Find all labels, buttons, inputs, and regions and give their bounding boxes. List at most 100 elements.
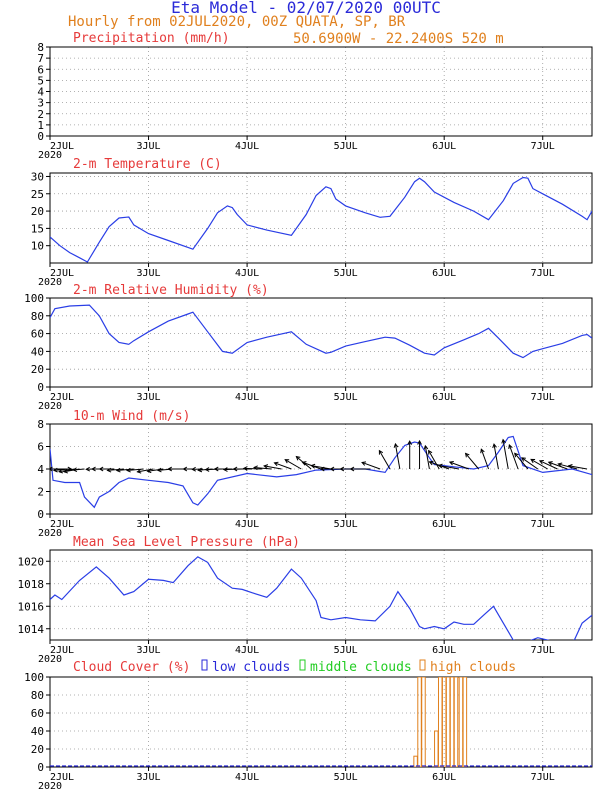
wind-vector-head: [349, 466, 355, 472]
wind-vector: [424, 445, 430, 470]
wind-ytick-label: 4: [37, 463, 44, 476]
pressure-frame: [49, 549, 593, 641]
cloud-xtick-label: 7JUL: [531, 772, 555, 783]
wind-vector: [116, 468, 134, 471]
pressure-xtick-label: 2JUL: [50, 645, 74, 656]
cloud-xtick-label: 6JUL: [432, 772, 456, 783]
cloud-frame: [49, 676, 593, 768]
wind-vector: [311, 465, 331, 470]
wind-vector-head: [136, 468, 142, 474]
wind-vector: [274, 462, 292, 470]
wind-vector: [378, 450, 391, 470]
wind-vector: [521, 457, 539, 470]
temperature-ytick-label: 25: [31, 188, 44, 201]
precip-xtick-label: 6JUL: [432, 141, 456, 152]
pressure-xtick-label: 7JUL: [531, 645, 555, 656]
wind-vector: [530, 459, 548, 470]
wind-vector-head: [91, 466, 96, 472]
wind-xtick-label: 2JUL: [50, 519, 74, 530]
wind-vector-head: [428, 460, 434, 466]
wind-vector-head: [62, 468, 68, 474]
pressure-year-label: 2020: [38, 654, 62, 665]
temperature-panel: 10 15 20 25 30 2JUL 3JUL 4JUL 5JUL 6JUL 7JUL 2020 2-…: [31, 157, 593, 288]
wind-vector: [480, 449, 489, 470]
precip-ytick-label: 4: [37, 86, 44, 99]
wind-vector-head: [85, 466, 91, 472]
temperature-ytick-label: 20: [31, 205, 44, 218]
humidity-ytick-label: 60: [31, 328, 44, 341]
humidity-xtick-label: 5JUL: [334, 392, 358, 403]
cloud-xtick-label: 2JUL: [50, 772, 74, 783]
temperature-xtick-label: 7JUL: [531, 268, 555, 279]
wind-vector-head: [167, 466, 173, 472]
precip-ytick-label: 1: [37, 119, 44, 132]
pressure-ytick-label: 1020: [18, 555, 45, 568]
wind-vector-head: [378, 449, 384, 455]
wind-vector-head: [417, 439, 422, 445]
wind-vector-head: [361, 461, 367, 466]
cloud-bar: [413, 755, 418, 767]
wind-vector-head: [156, 467, 162, 473]
precip-ytick-label: 2: [37, 108, 44, 121]
cloud-xtick-label: 4JUL: [235, 772, 259, 783]
legend-swatch-high-clouds: [419, 659, 426, 671]
precip-title: Precipitation (mm/h): [73, 31, 230, 46]
wind-vector-head: [197, 467, 203, 473]
humidity-series: [50, 304, 592, 359]
precip-xtick-label: 2JUL: [50, 141, 74, 152]
cloud-year-label: 2020: [38, 781, 62, 792]
humidity-xtick-label: 7JUL: [531, 392, 555, 403]
wind-vector: [361, 461, 381, 470]
chart-subtitle: Hourly from 02JUL2020, 00Z QUATA, SP, BR: [68, 14, 406, 30]
temperature-ytick-label: 30: [31, 170, 44, 183]
precip-ytick-label: 7: [37, 52, 44, 65]
humidity-ytick-label: 0: [37, 381, 44, 394]
precip-xtick-label: 5JUL: [334, 141, 358, 152]
legend-label-low-clouds: low clouds: [212, 660, 290, 675]
temperature-xtick-label: 5JUL: [334, 268, 358, 279]
cloud-bar: [417, 677, 422, 767]
wind-vector: [438, 464, 460, 470]
wind-panel: 0 2 4 6 8 2JUL 3JUL 4JUL 5JUL 6JUL 7JUL 2020 10-m Wi…: [37, 409, 593, 539]
wind-vector-head: [125, 467, 131, 473]
wind-vector-head: [508, 443, 513, 449]
wind-ytick-label: 0: [37, 508, 44, 521]
wind-vector: [58, 468, 75, 473]
wind-vector-head: [567, 464, 573, 469]
pressure-xtick-label: 4JUL: [235, 645, 259, 656]
precip-ytick-label: 6: [37, 63, 44, 76]
wind-vector-head: [423, 444, 429, 450]
wind-vector-head: [448, 461, 454, 466]
wind-vector-head: [263, 464, 269, 469]
pressure-panel: 1014 1016 1018 1020 2JUL 3JUL 4JUL 5JUL 6JUL 7JUL…: [18, 535, 593, 665]
wind-vector-head: [242, 466, 248, 471]
wind-vector-head: [273, 461, 279, 467]
wind-xtick-label: 5JUL: [334, 519, 358, 530]
wind-vector: [137, 468, 154, 473]
cloud-bar: [434, 730, 439, 767]
cloud-ytick-label: 100: [24, 671, 44, 684]
wind-vector-head: [301, 461, 307, 466]
wind-vector-head: [428, 449, 433, 455]
cloud-ytick-label: 80: [31, 689, 44, 702]
wind-vector-head: [501, 438, 506, 444]
wind-year-label: 2020: [38, 528, 62, 539]
temperature-xtick-label: 4JUL: [235, 268, 259, 279]
cloud-ytick-label: 0: [37, 761, 44, 774]
wind-xtick-label: 4JUL: [235, 519, 259, 530]
humidity-xtick-label: 2JUL: [50, 392, 74, 403]
wind-vector-head: [232, 466, 238, 472]
wind-vector: [147, 468, 164, 472]
wind-vector-head: [464, 452, 470, 458]
wind-vector-head: [72, 467, 78, 473]
cloud-xtick-label: 3JUL: [136, 772, 160, 783]
wind-vector-head: [480, 448, 485, 454]
precip-xtick-label: 3JUL: [136, 141, 160, 152]
pressure-xtick-label: 5JUL: [334, 645, 358, 656]
cloud-ytick-label: 20: [31, 743, 44, 756]
cloud-bar: [421, 677, 426, 767]
humidity-xtick-label: 4JUL: [235, 392, 259, 403]
wind-vector: [449, 461, 469, 470]
wind-ytick-label: 2: [37, 486, 44, 499]
pressure-line: [50, 556, 592, 640]
